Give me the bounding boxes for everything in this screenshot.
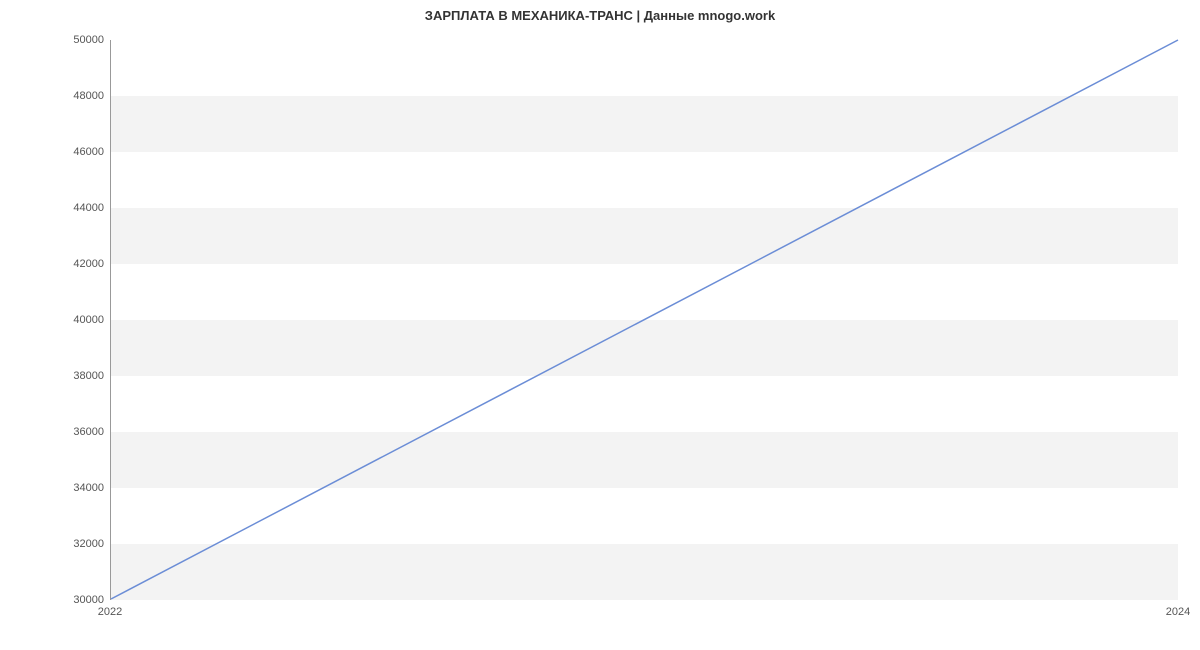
plot-area <box>110 40 1178 600</box>
x-tick-label: 2022 <box>98 606 122 618</box>
y-tick-label: 36000 <box>73 426 104 438</box>
y-tick-label: 46000 <box>73 146 104 158</box>
y-tick-label: 42000 <box>73 258 104 270</box>
y-tick-label: 48000 <box>73 90 104 102</box>
chart-container: ЗАРПЛАТА В МЕХАНИКА-ТРАНС | Данные mnogo… <box>0 0 1200 650</box>
y-tick-label: 44000 <box>73 202 104 214</box>
y-tick-label: 40000 <box>73 314 104 326</box>
y-tick-label: 34000 <box>73 482 104 494</box>
y-tick-label: 32000 <box>73 538 104 550</box>
chart-title: ЗАРПЛАТА В МЕХАНИКА-ТРАНС | Данные mnogo… <box>0 8 1200 23</box>
y-tick-label: 30000 <box>73 594 104 606</box>
x-tick-label: 2024 <box>1166 606 1190 618</box>
chart-series-svg <box>111 40 1178 599</box>
series-line <box>111 40 1178 599</box>
y-tick-label: 50000 <box>73 34 104 46</box>
y-tick-label: 38000 <box>73 370 104 382</box>
